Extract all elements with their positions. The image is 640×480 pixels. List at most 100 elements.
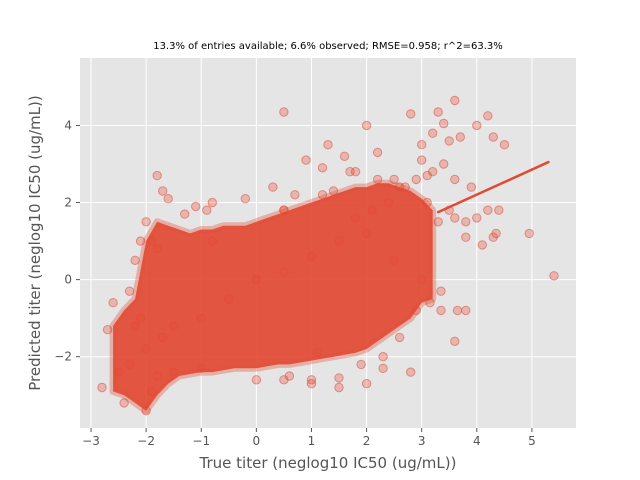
scatter-point	[372, 147, 383, 158]
scatter-point	[290, 190, 300, 200]
scatter-point	[124, 359, 135, 370]
scatter-point	[279, 205, 289, 215]
regression-line	[436, 160, 550, 214]
scatter-point	[450, 336, 460, 346]
scatter-point	[361, 120, 372, 131]
scatter-point	[439, 159, 449, 169]
scatter-point	[361, 228, 372, 239]
scatter-point	[499, 140, 510, 150]
scatter-point	[472, 120, 482, 131]
fit-line	[436, 160, 550, 214]
chart-title: 13.3% of entries available; 6.6% observe…	[153, 41, 503, 52]
scatter-point	[491, 228, 501, 239]
scatter-point	[196, 313, 206, 323]
scatter-point	[524, 228, 534, 239]
x-axis-ticks: −3 −2 −1 0 1 2 3 4 5	[82, 428, 536, 448]
scatter-point	[146, 386, 157, 397]
y-axis-ticks: −2 0 2 4	[54, 118, 80, 364]
scatter-point	[251, 274, 262, 285]
x-tick-label: −3	[82, 434, 100, 448]
scatter-point	[488, 132, 498, 142]
scatter-point	[102, 325, 113, 335]
y-tick-label: 0	[64, 273, 72, 287]
scatter-point	[202, 205, 212, 215]
scatter-point	[339, 151, 350, 162]
x-tick-label: 5	[528, 434, 536, 448]
scatter-point	[97, 382, 107, 393]
scatter-point	[394, 182, 405, 192]
scatter-point	[284, 371, 295, 381]
scatter-point	[119, 398, 129, 408]
x-tick-label: −1	[192, 434, 210, 448]
scatter-point	[483, 205, 493, 215]
scatter-point	[417, 140, 427, 150]
scatter-point	[141, 344, 151, 354]
scatter-point	[113, 367, 124, 377]
x-tick-label: 0	[253, 434, 261, 448]
scatter-point	[450, 174, 460, 185]
scatter-point	[124, 286, 135, 296]
scatter-point	[312, 348, 322, 358]
scatter-point	[378, 363, 388, 373]
scatter-point	[549, 271, 559, 281]
scatter-point	[461, 217, 471, 227]
scatter-point	[169, 321, 179, 331]
y-axis-label: Predicted titer (neglog10 IC50 (ug/mL))	[26, 95, 44, 390]
scatter-point	[417, 274, 427, 285]
scatter-point	[279, 267, 289, 277]
scatter-point	[389, 174, 399, 185]
scatter-point	[108, 298, 118, 308]
scatter-point	[411, 305, 421, 316]
scatter-point	[361, 379, 372, 389]
scatter-point	[152, 244, 162, 254]
scatter-point	[130, 255, 140, 265]
scatter-point	[146, 236, 157, 246]
scatter-point	[428, 128, 438, 138]
scatter-point	[323, 140, 333, 150]
scatter-point	[158, 332, 168, 343]
scatter-point	[452, 305, 463, 316]
scatter-point	[356, 359, 366, 370]
scatter-point	[450, 95, 460, 106]
scatter-point	[417, 155, 427, 165]
scatter-point	[224, 294, 234, 304]
scatter-point	[461, 305, 471, 316]
scatter-point	[389, 255, 399, 265]
scatter-points	[97, 95, 559, 416]
scatter-point	[433, 217, 443, 227]
x-tick-label: −2	[137, 434, 155, 448]
scatter-point	[444, 136, 454, 146]
scatter-point	[268, 182, 278, 192]
scatter-point	[411, 174, 421, 185]
scatter-point	[135, 236, 146, 246]
scatter-point	[494, 205, 504, 215]
scatter-point	[466, 182, 476, 192]
scatter-point	[317, 163, 328, 173]
scatter-point	[378, 352, 388, 362]
y-tick-label: 4	[64, 118, 72, 132]
scatter-point	[163, 194, 173, 204]
scatter-point	[169, 367, 179, 377]
scatter-point	[433, 107, 443, 117]
y-tick-label: 2	[64, 196, 72, 210]
scatter-point	[317, 190, 328, 200]
scatter-point	[306, 251, 317, 262]
scatter-point	[191, 201, 201, 212]
scatter-point	[141, 406, 151, 416]
scatter-point	[436, 305, 446, 316]
scatter-point	[196, 363, 206, 373]
scatter-point	[158, 186, 168, 196]
scatter-point	[472, 213, 482, 223]
scatter-point	[425, 298, 435, 308]
scatter-point	[394, 332, 405, 343]
scatter-point	[439, 118, 449, 129]
scatter-point	[301, 155, 311, 165]
scatter-point	[328, 186, 339, 196]
scatter-point	[383, 197, 394, 208]
x-tick-label: 2	[363, 434, 371, 448]
scatter-point	[422, 197, 432, 208]
scatter-point	[251, 375, 262, 385]
scatter-point	[461, 232, 471, 242]
y-tick-label: −2	[54, 350, 72, 364]
scatter-point	[350, 213, 361, 223]
